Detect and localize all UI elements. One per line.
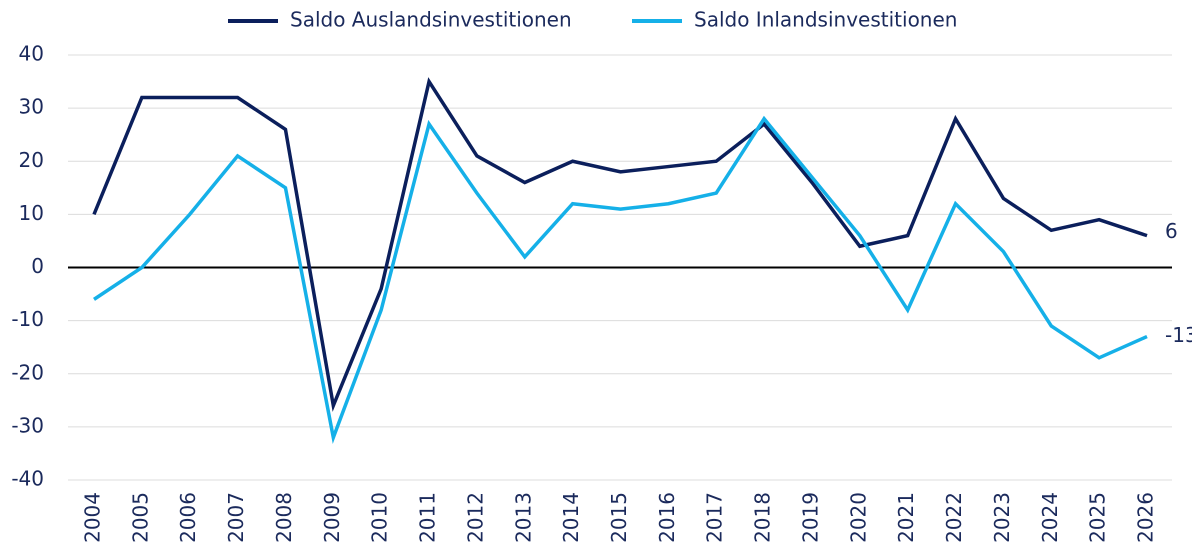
x-tick-label: 2016: [655, 492, 679, 543]
x-tick-label: 2005: [128, 492, 152, 543]
x-tick-label: 2006: [176, 492, 200, 543]
x-tick-label: 2017: [703, 492, 727, 543]
data-line: [92, 77, 1148, 412]
legend-label: Saldo Auslandsinvestitionen: [290, 8, 572, 32]
x-tick-label: 2025: [1086, 492, 1110, 543]
x-tick-label: 2013: [511, 492, 535, 543]
x-tick-label: 2021: [894, 492, 918, 543]
end-label: -13: [1165, 323, 1192, 347]
x-tick-label: 2022: [942, 492, 966, 543]
x-tick-label: 2020: [846, 492, 870, 543]
x-tick-label: 2019: [798, 492, 822, 543]
y-tick-label: 20: [19, 148, 44, 172]
x-tick-label: 2004: [81, 492, 105, 543]
end-label: 6: [1165, 219, 1178, 243]
y-tick-label: -20: [11, 360, 44, 384]
x-tick-label: 2012: [463, 492, 487, 543]
y-tick-label: -30: [11, 413, 44, 437]
x-tick-label: 2018: [751, 492, 775, 543]
x-tick-label: 2024: [1038, 492, 1062, 543]
x-tick-label: 2010: [368, 492, 392, 543]
x-tick-label: 2026: [1134, 492, 1158, 543]
y-tick-label: 10: [19, 201, 44, 225]
x-tick-label: 2007: [224, 492, 248, 543]
x-tick-label: 2011: [416, 492, 440, 543]
y-tick-label: -10: [11, 307, 44, 331]
legend-label: Saldo Inlandsinvestitionen: [694, 8, 957, 32]
y-tick-label: -40: [11, 467, 44, 491]
x-tick-label: 2009: [320, 492, 344, 543]
data-line: [93, 115, 1148, 444]
y-tick-label: 0: [31, 254, 44, 278]
x-tick-label: 2015: [607, 492, 631, 543]
y-tick-label: 40: [19, 42, 44, 66]
x-tick-label: 2008: [272, 492, 296, 543]
y-tick-label: 30: [19, 95, 44, 119]
x-tick-label: 2023: [990, 492, 1014, 543]
x-tick-label: 2014: [559, 492, 583, 543]
